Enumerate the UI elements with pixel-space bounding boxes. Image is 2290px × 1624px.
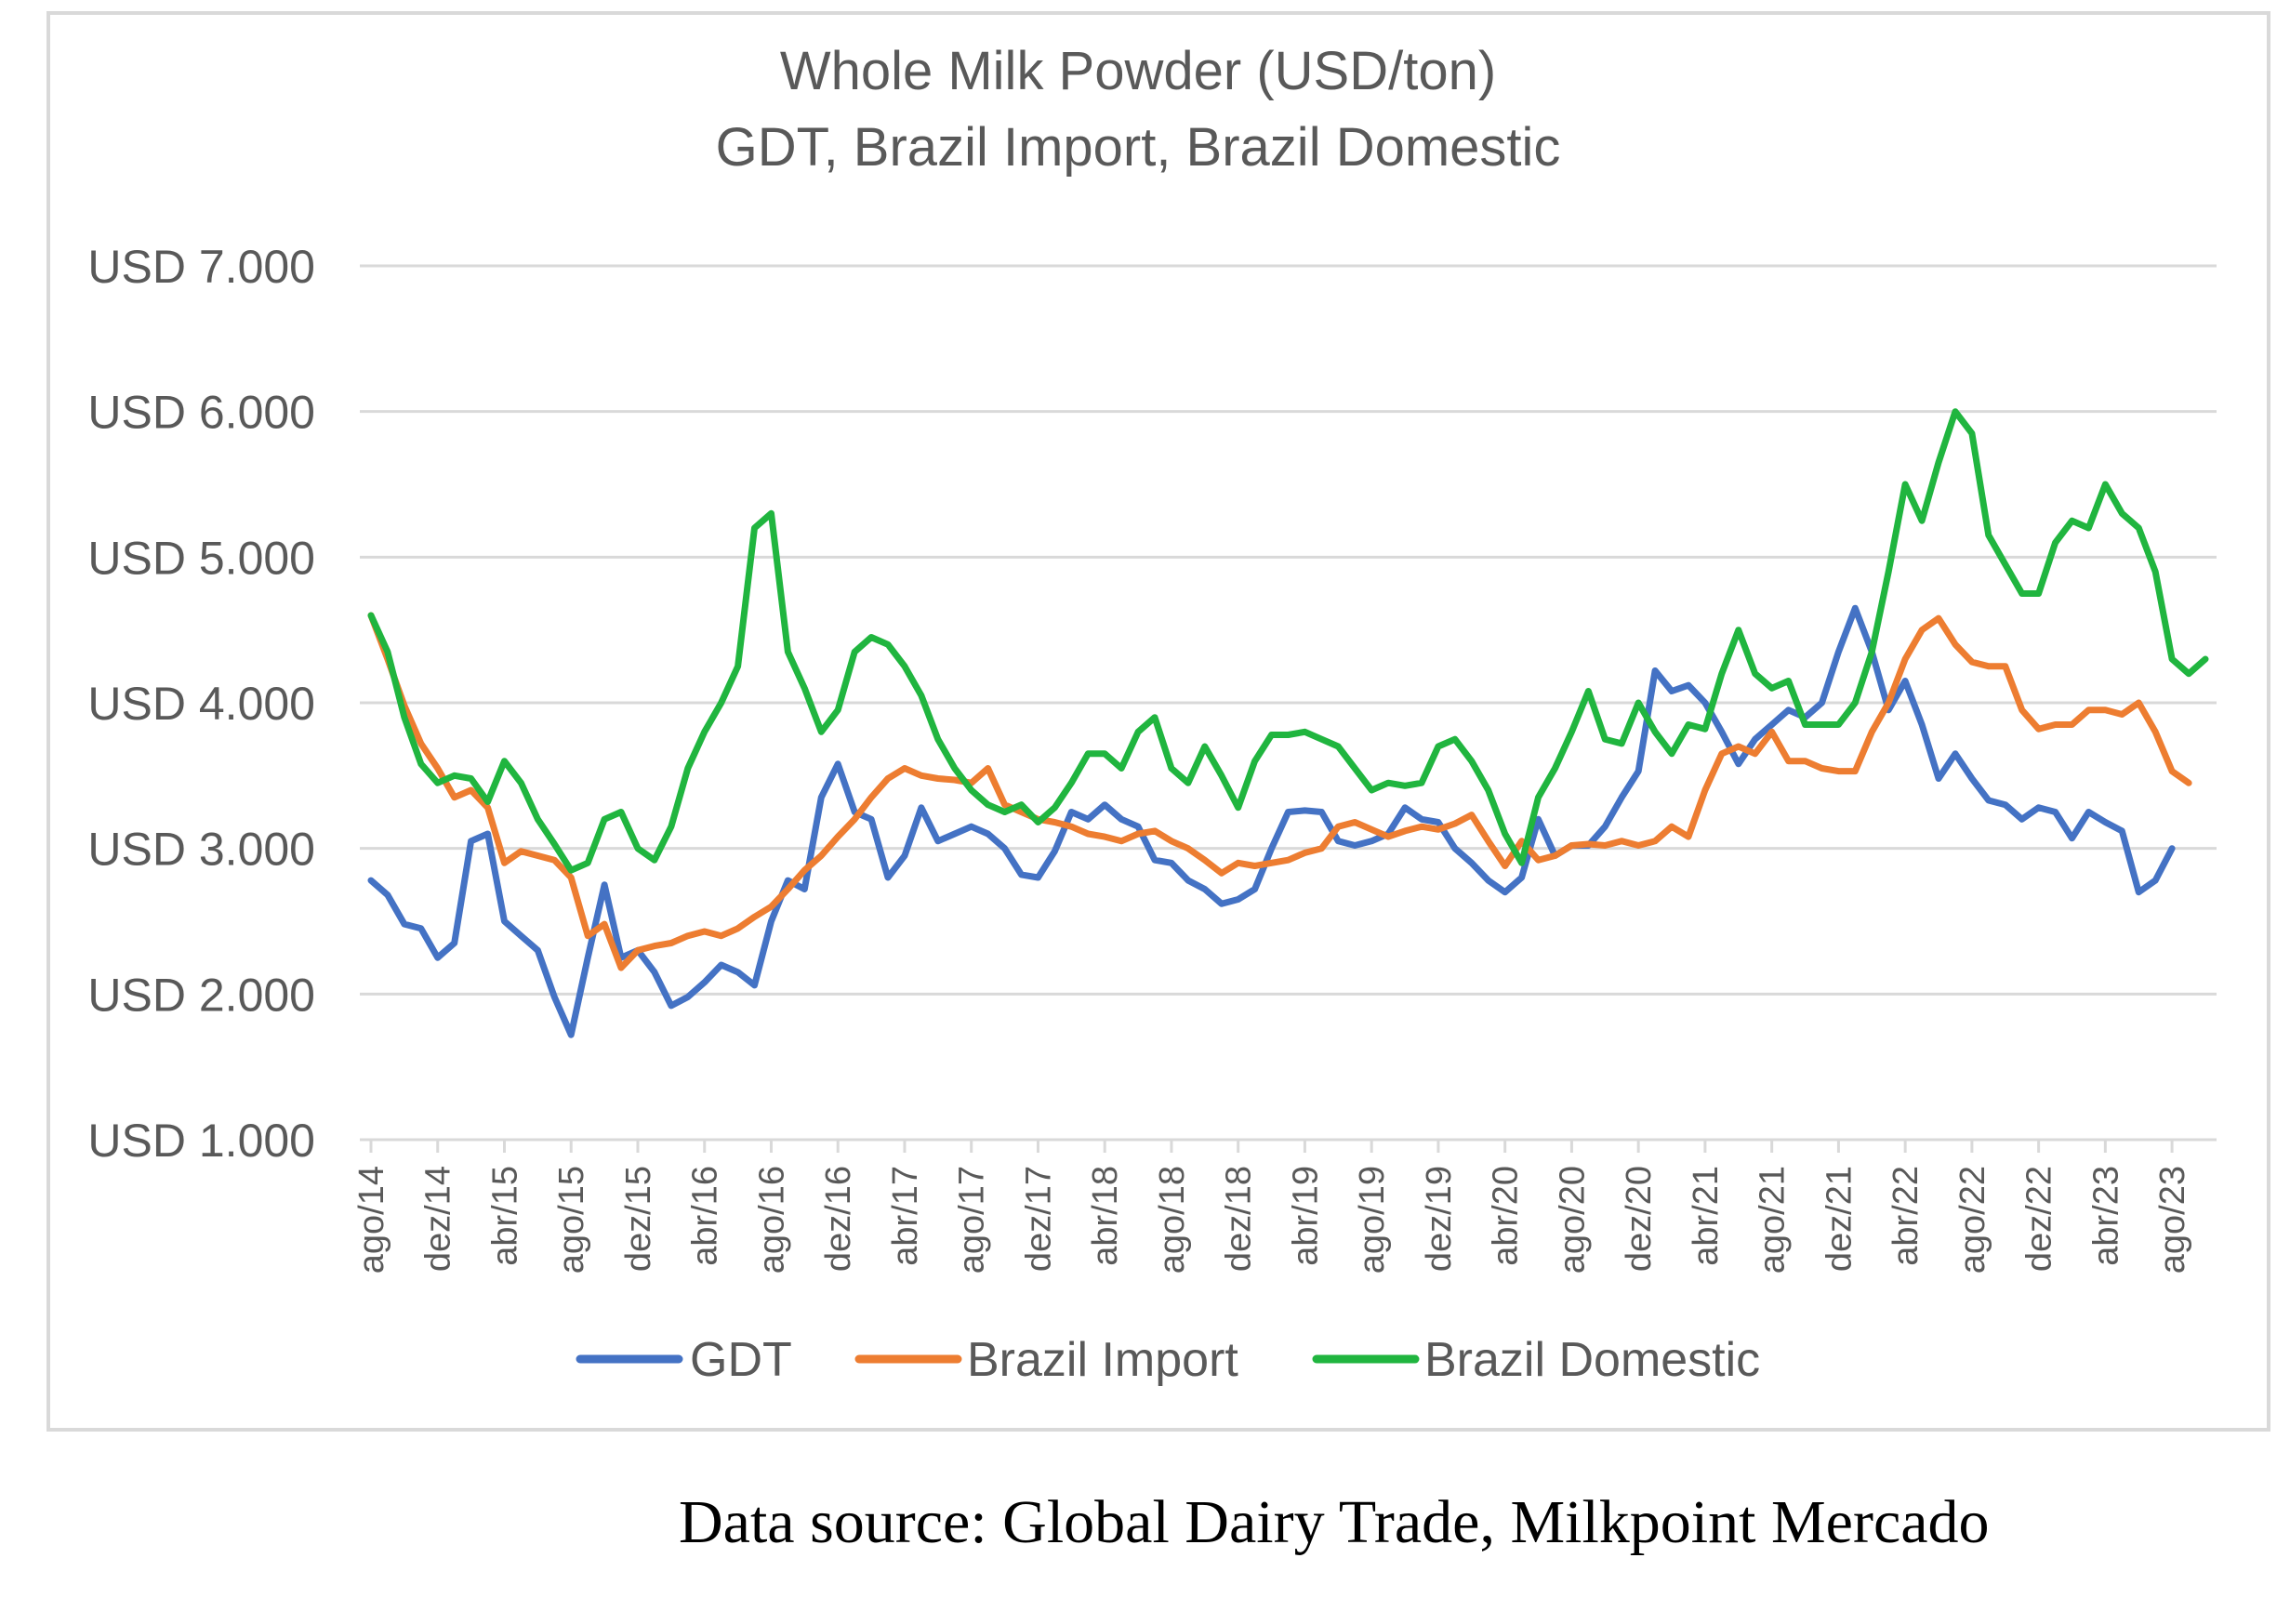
- y-tick-label: USD 7.000: [87, 241, 315, 293]
- x-tick-label: ago/20: [1553, 1166, 1592, 1274]
- x-tick-label: ago/15: [552, 1166, 591, 1274]
- series-line-brazil-import: [367, 612, 2192, 971]
- x-tick-label: abr/16: [686, 1166, 725, 1266]
- x-tick-label: dez/18: [1220, 1166, 1259, 1272]
- chart-svg: Whole Milk Powder (USD/ton) GDT, Brazil …: [87, 41, 2217, 1387]
- x-tick-label: abr/17: [886, 1166, 925, 1266]
- x-tick-label: ago/18: [1153, 1166, 1192, 1274]
- x-tick-label: ago/19: [1353, 1166, 1392, 1274]
- y-tick-label: USD 3.000: [87, 824, 315, 876]
- x-tick-label: abr/18: [1086, 1166, 1125, 1266]
- y-tick-label: USD 2.000: [87, 969, 315, 1021]
- x-tick-label: dez/22: [2020, 1166, 2059, 1272]
- y-tick-label: USD 6.000: [87, 387, 315, 439]
- legend-label-gdt: GDT: [690, 1333, 792, 1387]
- x-tick-label: dez/17: [1019, 1166, 1058, 1272]
- y-tick-label: USD 1.000: [87, 1115, 315, 1167]
- x-tick-label: dez/16: [819, 1166, 858, 1272]
- x-tick-label: dez/15: [619, 1166, 658, 1272]
- x-tick-label: ago/21: [1754, 1166, 1793, 1274]
- x-tick-label: ago/16: [752, 1166, 791, 1274]
- x-tick-label: dez/14: [419, 1166, 458, 1272]
- chart-subtitle: GDT, Brazil Import, Brazil Domestic: [716, 117, 1561, 178]
- x-tick-label: abr/22: [1886, 1166, 1926, 1266]
- series-line-brazil-domestic: [367, 408, 2209, 874]
- y-tick-label: USD 4.000: [87, 678, 315, 730]
- x-tick-label: ago/22: [1953, 1166, 1992, 1274]
- x-tick-label: abr/15: [485, 1166, 524, 1266]
- x-tick-label: abr/23: [2086, 1166, 2125, 1266]
- legend-label-brazil-import: Brazil Import: [967, 1333, 1238, 1387]
- x-tick-label: abr/20: [1487, 1166, 1526, 1266]
- x-tick-label: ago/17: [953, 1166, 992, 1274]
- x-axis: ago/14 dez/14 abr/15 ago/15 dez/15 abr/16 ago/…: [352, 1138, 2217, 1274]
- y-tick-label: USD 5.000: [87, 532, 315, 584]
- x-tick-label: dez/21: [1820, 1166, 1859, 1272]
- y-axis: USD 7.000 USD 6.000 USD 5.000 USD 4.000 USD …: [87, 241, 315, 1167]
- chart-title: Whole Milk Powder (USD/ton): [780, 41, 1496, 101]
- grid-layer: [360, 264, 2217, 1142]
- source-note: Data source: Global Dairy Trade, Milkpoi…: [679, 1488, 1990, 1556]
- x-tick-label: dez/19: [1420, 1166, 1459, 1272]
- x-tick-label: abr/19: [1286, 1166, 1325, 1266]
- x-tick-label: ago/14: [352, 1166, 391, 1274]
- x-tick-label: abr/21: [1687, 1166, 1726, 1266]
- series-layer: [367, 408, 2209, 1038]
- legend-label-brazil-domestic: Brazil Domestic: [1424, 1333, 1760, 1387]
- x-tick-label: dez/20: [1620, 1166, 1659, 1272]
- x-tick-label: ago/23: [2153, 1166, 2192, 1274]
- chart-frame: Whole Milk Powder (USD/ton) GDT, Brazil …: [46, 11, 2270, 1432]
- legend: GDT Brazil Import Brazil Domestic: [576, 1333, 1760, 1387]
